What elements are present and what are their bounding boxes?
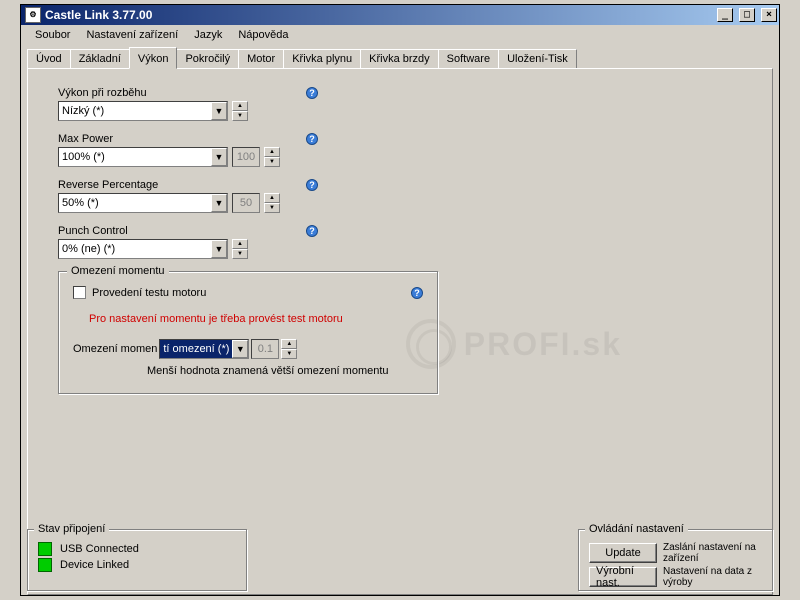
punch-label: Punch Control — [58, 225, 128, 237]
tab-throttle[interactable]: Výkon — [129, 47, 178, 69]
run-motor-test-checkbox[interactable] — [73, 286, 86, 299]
field-reverse: Reverse Percentage ? 50% (*) ▼ 50 ▲▼ — [58, 179, 318, 213]
tab-software[interactable]: Software — [438, 49, 499, 68]
max-power-num: 100 — [232, 147, 260, 167]
help-icon[interactable]: ? — [411, 287, 423, 299]
tab-motor[interactable]: Motor — [238, 49, 284, 68]
tab-intro[interactable]: Úvod — [27, 49, 71, 68]
torque-warning: Pro nastavení momentu je třeba provést t… — [73, 299, 423, 339]
chevron-down-icon: ▼ — [211, 102, 227, 120]
defaults-button[interactable]: Výrobní nast. — [589, 567, 657, 587]
app-icon: ⚙ — [25, 7, 41, 23]
status-legend: Stav připojení — [34, 523, 109, 535]
tab-advanced[interactable]: Pokročilý — [176, 49, 239, 68]
update-desc: Zaslání nastavení na zařízení — [663, 542, 762, 564]
settings-control-group: Ovládání nastavení Update Zaslání nastav… — [578, 529, 773, 591]
max-power-label: Max Power — [58, 133, 113, 145]
torque-limit-group: Omezení momentu Provedení testu motoru ?… — [58, 271, 438, 394]
close-button[interactable]: × — [761, 8, 777, 22]
chevron-down-icon: ▼ — [211, 148, 227, 166]
field-punch: Punch Control ? 0% (ne) (*) ▼ ▲▼ — [58, 225, 318, 259]
max-power-spin[interactable]: ▲▼ — [264, 147, 280, 167]
menu-language[interactable]: Jazyk — [186, 27, 230, 43]
reverse-spin[interactable]: ▲▼ — [264, 193, 280, 213]
maximize-button[interactable]: □ — [739, 8, 755, 22]
help-icon[interactable]: ? — [306, 133, 318, 145]
reverse-label: Reverse Percentage — [58, 179, 158, 191]
menubar: Soubor Nastavení zařízení Jazyk Nápověda — [21, 25, 779, 45]
watermark: PROFI.sk — [406, 319, 622, 369]
menu-file[interactable]: Soubor — [27, 27, 78, 43]
minimize-button[interactable]: _ — [717, 8, 733, 22]
bottom-panels: Stav připojení USB Connected Device Link… — [27, 529, 773, 591]
torque-limit-num: 0.1 — [251, 339, 279, 359]
window-title: Castle Link 3.77.00 — [45, 8, 152, 22]
device-status: Device Linked — [60, 559, 129, 571]
start-power-label: Výkon při rozběhu — [58, 87, 147, 99]
chevron-down-icon: ▼ — [211, 240, 227, 258]
run-motor-test-label: Provedení testu motoru — [92, 287, 206, 299]
punch-select[interactable]: 0% (ne) (*) ▼ — [58, 239, 228, 259]
field-start-power: Výkon při rozběhu ? Nízký (*) ▼ ▲▼ — [58, 87, 318, 121]
update-button[interactable]: Update — [589, 543, 657, 563]
defaults-desc: Nastavení na data z výroby — [663, 566, 762, 588]
punch-spin[interactable]: ▲▼ — [232, 239, 248, 259]
connection-status-group: Stav připojení USB Connected Device Link… — [27, 529, 247, 591]
tab-gas-curve[interactable]: Křivka plynu — [283, 49, 361, 68]
chevron-down-icon: ▼ — [232, 340, 248, 358]
torque-limit-select[interactable]: tí omezení (*) ▼ — [159, 339, 249, 359]
torque-legend: Omezení momentu — [67, 265, 169, 277]
controls-legend: Ovládání nastavení — [585, 523, 688, 535]
torque-limit-label: Omezení momen — [73, 343, 157, 355]
titlebar: ⚙ Castle Link 3.77.00 _ □ × — [21, 5, 779, 25]
menu-device-settings[interactable]: Nastavení zařízení — [78, 27, 186, 43]
reverse-select[interactable]: 50% (*) ▼ — [58, 193, 228, 213]
max-power-select[interactable]: 100% (*) ▼ — [58, 147, 228, 167]
tab-panel: PROFI.sk Výkon při rozběhu ? Nízký (*) ▼… — [27, 68, 773, 595]
torque-note: Menší hodnota znamená větší omezení mome… — [73, 359, 423, 377]
torque-limit-spin[interactable]: ▲▼ — [281, 339, 297, 359]
device-led-icon — [38, 558, 52, 572]
tabbar: Úvod Základní Výkon Pokročilý Motor Křiv… — [27, 47, 773, 68]
chevron-down-icon: ▼ — [211, 194, 227, 212]
help-icon[interactable]: ? — [306, 179, 318, 191]
tab-basic[interactable]: Základní — [70, 49, 130, 68]
tab-save[interactable]: Uložení-Tisk — [498, 49, 577, 68]
help-icon[interactable]: ? — [306, 225, 318, 237]
help-icon[interactable]: ? — [306, 87, 318, 99]
menu-help[interactable]: Nápověda — [230, 27, 296, 43]
tab-brake-curve[interactable]: Křivka brzdy — [360, 49, 439, 68]
usb-led-icon — [38, 542, 52, 556]
reverse-num: 50 — [232, 193, 260, 213]
start-power-select[interactable]: Nízký (*) ▼ — [58, 101, 228, 121]
field-max-power: Max Power ? 100% (*) ▼ 100 ▲▼ — [58, 133, 318, 167]
start-power-spin[interactable]: ▲▼ — [232, 101, 248, 121]
app-window: ⚙ Castle Link 3.77.00 _ □ × Soubor Nasta… — [20, 4, 780, 596]
usb-status: USB Connected — [60, 543, 139, 555]
